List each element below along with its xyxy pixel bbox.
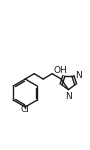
Text: Cl: Cl bbox=[21, 105, 30, 114]
Text: N: N bbox=[75, 70, 82, 80]
Text: OH: OH bbox=[54, 66, 67, 75]
Text: N: N bbox=[65, 92, 72, 101]
